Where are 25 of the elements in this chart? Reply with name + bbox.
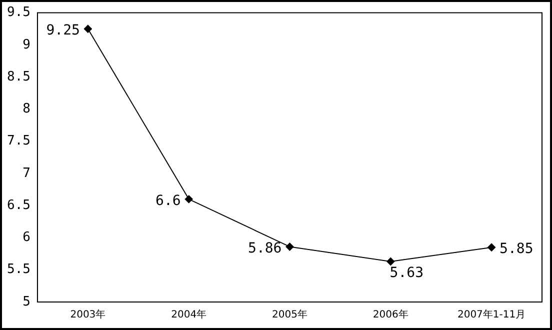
point [386,258,395,266]
y-tick-label: 5.5 [6,262,30,278]
point [184,195,193,204]
data-label: 9.25 [46,22,80,39]
point [488,243,496,252]
x-tick-label: 2004年 [171,308,207,321]
y-tick-label: 8.5 [6,69,30,84]
point [84,24,92,33]
y-tick-label: 8 [22,102,30,117]
y-tick-label: 9 [22,37,30,52]
y-tick-label: 7 [22,166,30,181]
y-tick-label: 6.5 [6,198,30,213]
x-tick-label: 2005年 [272,308,308,321]
y-tick-label: 6 [22,230,30,246]
data-label: 5.63 [390,265,424,282]
data-label: 6.6 [156,192,181,209]
point [286,242,294,251]
y-tick-label: 9.5 [6,5,30,20]
y-tick-label: 7.5 [6,134,30,149]
x-tick-label: 2003年 [70,308,106,321]
x-tick-label: 2007年1-11月 [457,308,526,321]
y-tick-label: 5 [22,294,30,310]
data-label: 5.85 [500,241,534,258]
x-tick-label: 2006年 [372,308,408,321]
data-label: 5.86 [248,240,282,256]
